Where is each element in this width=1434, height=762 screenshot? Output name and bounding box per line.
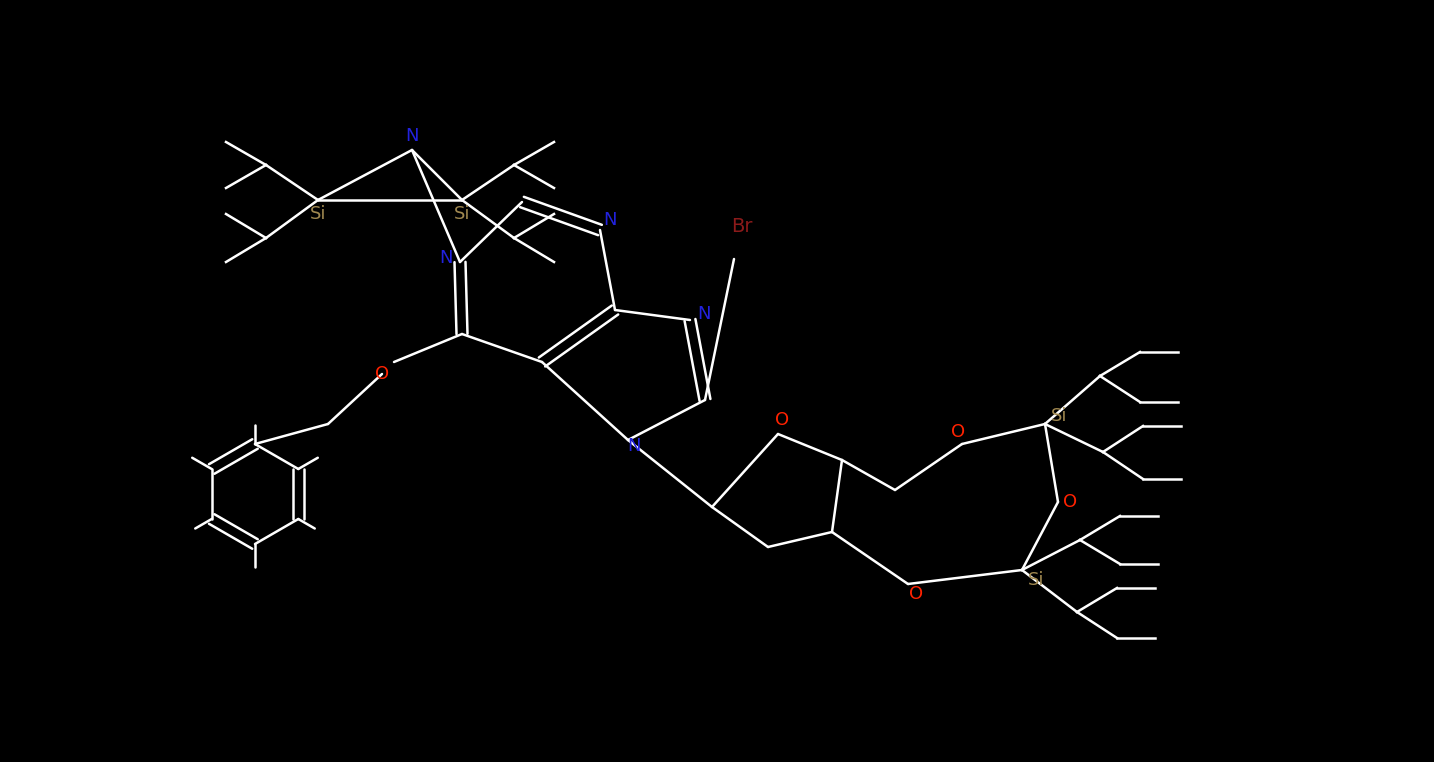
Text: Si: Si	[1028, 571, 1044, 589]
Text: O: O	[951, 423, 965, 441]
Text: Si: Si	[1051, 407, 1067, 425]
Text: O: O	[374, 365, 389, 383]
Text: N: N	[604, 211, 617, 229]
Text: Br: Br	[731, 216, 753, 235]
Text: N: N	[627, 437, 641, 455]
Text: N: N	[697, 305, 711, 323]
Text: O: O	[909, 585, 923, 603]
Text: Si: Si	[453, 205, 470, 223]
Text: O: O	[774, 411, 789, 429]
Text: N: N	[439, 249, 453, 267]
Text: Si: Si	[310, 205, 327, 223]
Text: N: N	[406, 127, 419, 145]
Text: O: O	[1063, 493, 1077, 511]
